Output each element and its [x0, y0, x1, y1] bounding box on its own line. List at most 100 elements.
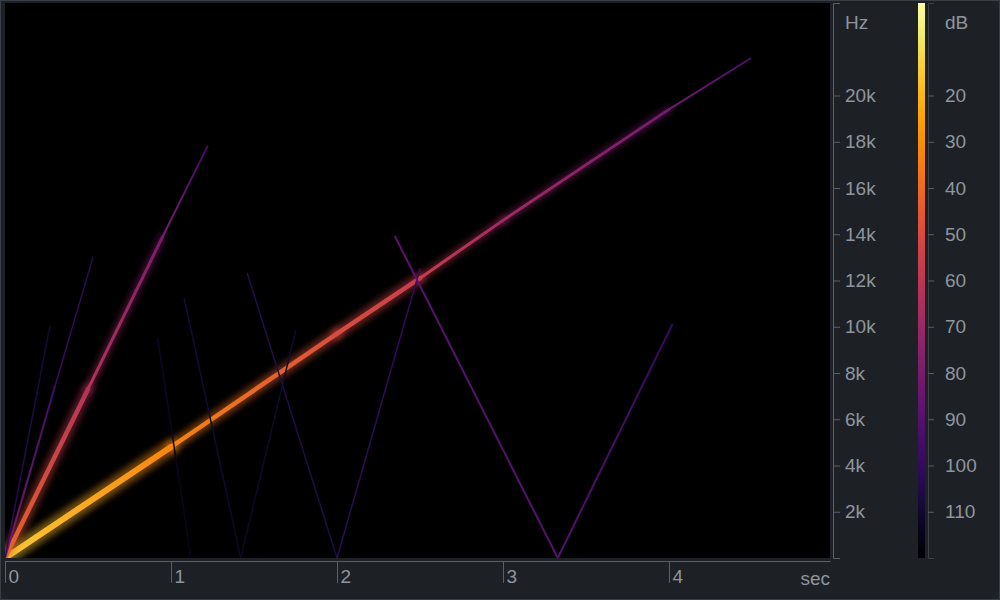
tick: 90 — [928, 409, 966, 430]
tick: 16k — [833, 178, 876, 199]
sweep-glow — [88, 237, 163, 390]
tick-mark — [928, 188, 934, 189]
tick-label: 40 — [945, 178, 966, 199]
tick-mark — [669, 561, 670, 583]
tick-mark — [928, 419, 934, 420]
tick-mark — [833, 466, 840, 467]
sweep-segment — [503, 109, 669, 220]
colorbar-title: dB — [945, 12, 968, 33]
tick-mark — [833, 281, 840, 282]
x-axis-title: sec — [800, 568, 830, 589]
sweep-glow — [337, 278, 420, 334]
plot-area — [5, 3, 830, 558]
tick-label: 8k — [845, 363, 866, 384]
tick: 6k — [833, 409, 866, 430]
tick-label: 4 — [672, 566, 683, 587]
sweep-line — [5, 257, 93, 558]
tick: 3 — [503, 561, 517, 587]
tick: 1 — [171, 561, 185, 587]
tick-mark — [833, 419, 840, 420]
tick-mark — [928, 142, 934, 143]
tick-mark — [833, 512, 840, 513]
tick: 70 — [928, 316, 966, 337]
tick: 0 — [6, 561, 20, 587]
chart: 2k4k6k8k10k12k14k16k18k20k01234Hzsec2030… — [0, 0, 1000, 600]
tick: 20k — [833, 85, 876, 106]
tick-mark — [503, 561, 504, 583]
tick-label: 90 — [945, 409, 966, 430]
tick: 18k — [833, 131, 876, 152]
sweep-segment — [558, 324, 673, 558]
tick: 60 — [928, 270, 966, 291]
sweep-glow — [420, 220, 503, 278]
tick-mark — [928, 512, 934, 513]
sweep-segment — [5, 327, 50, 558]
tick: 4 — [669, 561, 683, 587]
sweep-line — [184, 299, 240, 558]
tick-label: 18k — [845, 131, 876, 152]
tick-mark — [928, 327, 934, 328]
sweep-segment — [669, 59, 750, 110]
tick: 80 — [928, 363, 966, 384]
tick-mark — [833, 96, 840, 97]
marks — [5, 59, 750, 559]
tick-label: 20 — [945, 85, 966, 106]
colorbar — [918, 3, 925, 558]
tick-label: 110 — [945, 501, 975, 522]
tick: 110 — [928, 501, 975, 522]
axis-line — [834, 4, 841, 559]
tick-label: 60 — [945, 270, 966, 291]
tick-label: 1 — [174, 566, 185, 587]
sweep-line — [158, 338, 191, 558]
sweep-line — [247, 274, 337, 558]
tick-mark — [928, 373, 934, 374]
sweep-glow — [503, 109, 669, 220]
sweep-segment — [88, 237, 163, 390]
tick-mark — [928, 234, 934, 235]
tick-mark — [833, 188, 840, 189]
sweep-segment — [158, 338, 191, 558]
tick-label: 3 — [506, 566, 517, 587]
sweep-segment — [337, 278, 420, 334]
tick-mark — [833, 142, 840, 143]
tick-label: 10k — [845, 316, 876, 337]
y-axis: 2k 4k 6k 8k 10k 12k 14k 16k 18k 20k — [833, 4, 876, 559]
tick-label: 20k — [845, 85, 876, 106]
tick-label: 70 — [945, 316, 966, 337]
tick: 20 — [928, 85, 966, 106]
tick: 8k — [833, 363, 866, 384]
sweep-line — [337, 269, 420, 558]
sweep-segment — [247, 274, 337, 558]
tick-mark — [337, 561, 338, 583]
tick: 2 — [337, 561, 351, 587]
tick-mark — [833, 234, 840, 235]
tick-label: 6k — [845, 409, 866, 430]
tick-mark — [928, 281, 934, 282]
sweep-line — [395, 237, 672, 558]
tick-mark — [928, 96, 934, 97]
tick: 50 — [928, 224, 966, 245]
sweep-segment — [395, 237, 558, 558]
tick-label: 12k — [845, 270, 876, 291]
tick-label: 2k — [845, 501, 866, 522]
tick-label: 50 — [945, 224, 966, 245]
tick: 4k — [833, 455, 866, 476]
sweep-segment — [241, 331, 296, 558]
colorbar-axis: 2030405060708090100110 — [928, 4, 977, 559]
tick-label: 14k — [845, 224, 876, 245]
tick-label: 16k — [845, 178, 876, 199]
tick: 10k — [833, 316, 876, 337]
sweep-line — [5, 146, 208, 558]
sweep-segment — [184, 299, 240, 558]
tick: 100 — [928, 455, 977, 476]
tick-label: 4k — [845, 455, 866, 476]
sweep-segment — [337, 269, 420, 558]
tick-mark — [833, 373, 840, 374]
tick-label: 80 — [945, 363, 966, 384]
tick-label: 0 — [9, 566, 20, 587]
tick-mark — [5, 561, 6, 583]
sweep-segment — [55, 257, 93, 387]
tick: 40 — [928, 178, 966, 199]
x-axis: 0 1 2 3 4 — [6, 561, 831, 587]
tick-label: 2 — [340, 566, 351, 587]
